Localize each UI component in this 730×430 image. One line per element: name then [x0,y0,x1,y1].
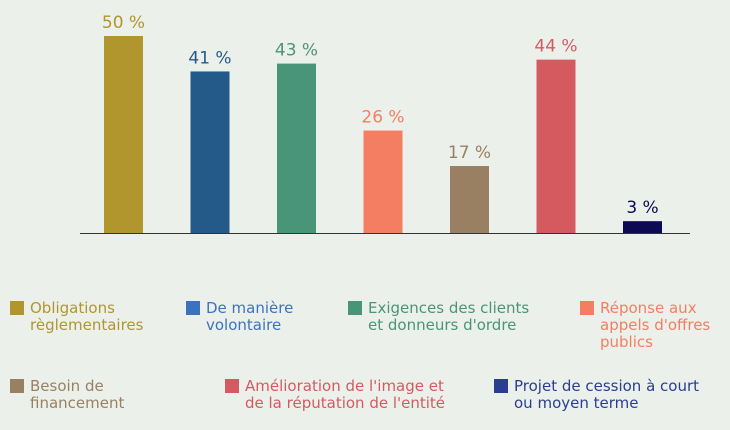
legend-item: Besoin de financement [10,377,125,412]
value-label: 26 % [361,108,404,128]
legend-label: Obligations règlementaires [30,299,144,334]
legend-label: Réponse aux appels d'offres publics [600,299,711,351]
chart: 50 % 41 % 43 % 26 % 17 % 44 % 3 % [80,13,690,234]
value-label: 3 % [626,198,658,218]
value-label: 41 % [188,48,231,68]
bar [277,63,316,233]
bar [190,71,230,234]
legend-item: Projet de cession à court ou moyen terme [494,378,704,412]
value-label: 50 % [102,13,145,33]
legend-label: De manière volontaire [206,299,294,334]
legend-swatch [225,379,239,393]
legend-swatch [580,301,594,315]
legend-swatch [10,301,24,315]
legend-item: Obligations règlementaires [10,300,150,334]
value-label: 17 % [448,143,491,163]
bar [363,130,403,233]
bar [623,221,662,233]
legend-label: Amélioration de l'image et de la réputat… [245,377,446,412]
legend-swatch [186,301,200,315]
legend-label: Projet de cession à court ou moyen terme [514,377,700,412]
legend-item: Exigences des clients et donneurs d'ordr… [348,300,548,334]
bar [104,36,143,233]
legend-swatch [494,379,508,393]
legend-label: Exigences des clients et donneurs d'ordr… [368,299,530,334]
legend-item: Amélioration de l'image et de la réputat… [225,378,455,412]
legend-swatch [10,379,24,393]
legend-item: Réponse aux appels d'offres publics [580,300,730,351]
legend-item: De manière volontaire [186,300,306,334]
value-label: 43 % [275,41,318,61]
value-label: 44 % [534,37,577,57]
legend-label: Besoin de financement [30,377,125,412]
bar [450,166,489,233]
bar [536,59,576,233]
legend-swatch [348,301,362,315]
